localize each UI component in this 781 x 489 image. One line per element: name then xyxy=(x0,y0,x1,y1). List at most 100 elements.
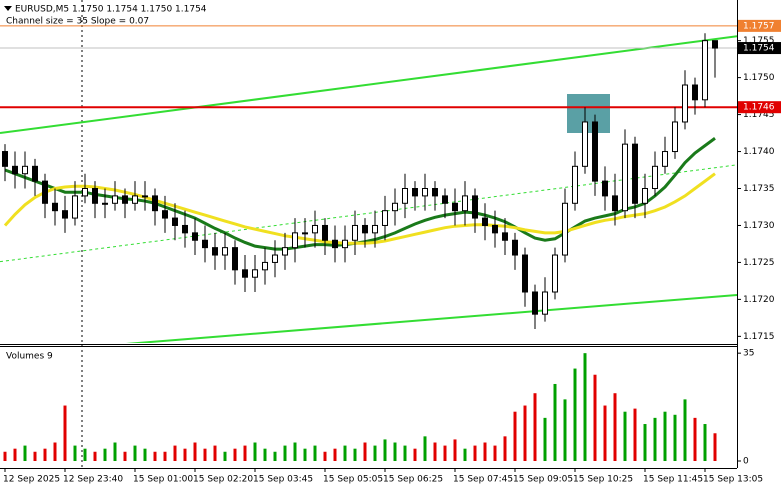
candle-body xyxy=(32,165,38,182)
candle-body xyxy=(702,40,708,101)
volume-bar xyxy=(533,393,537,461)
candle-body xyxy=(312,224,318,234)
candle-body xyxy=(22,165,28,175)
candle-body xyxy=(652,165,658,190)
candle-body xyxy=(152,195,158,212)
volume-bar xyxy=(333,448,337,461)
axes: 1.1715 1.1720 1.1725 1.1730 1.1735 1.1740 1.17… xyxy=(3,19,781,485)
candle-body xyxy=(192,232,198,241)
candle-body xyxy=(202,239,208,249)
candle-body xyxy=(242,269,248,278)
volume-bar xyxy=(513,411,517,461)
volume-bar xyxy=(183,448,187,461)
volume-bar xyxy=(343,445,347,461)
volume-bar xyxy=(403,445,407,461)
channel-lower xyxy=(125,293,737,343)
candle-body xyxy=(692,84,698,101)
candle-body xyxy=(472,195,478,219)
volume-bar xyxy=(13,448,17,461)
candle-body xyxy=(492,224,498,234)
x-tick-label: 15 Sep 01:00 xyxy=(133,475,193,485)
volume-bar xyxy=(503,436,507,461)
candle-body xyxy=(232,247,238,271)
volume-bar xyxy=(223,451,227,461)
candle-body xyxy=(482,217,488,226)
candle-body xyxy=(392,202,398,212)
candle-body xyxy=(452,202,458,212)
candle-body xyxy=(342,239,348,249)
volume-bar xyxy=(123,451,127,461)
volume-bar xyxy=(193,442,197,461)
x-tick-label: 15 Sep 11:45 xyxy=(643,475,703,485)
candle-body xyxy=(132,195,138,204)
candle-body xyxy=(282,247,288,256)
candle-body xyxy=(602,180,608,197)
y-tick-label: 1.1755 xyxy=(743,36,775,46)
volume-bar xyxy=(543,417,547,461)
highlight-box xyxy=(567,94,610,133)
volume-bar xyxy=(33,451,37,461)
x-tick-label: 15 Sep 07:45 xyxy=(453,475,513,485)
candle-body xyxy=(552,254,558,293)
candle-body xyxy=(322,224,328,241)
volume-bar xyxy=(363,442,367,461)
volume-tick-label: 35 xyxy=(743,349,754,359)
volume-bar xyxy=(643,424,647,461)
volume-bar xyxy=(73,445,77,461)
volume-bar xyxy=(233,448,237,461)
volume-bar xyxy=(693,417,697,461)
volume-bar xyxy=(583,353,587,461)
last-price-box xyxy=(738,42,781,55)
volume-bar xyxy=(713,433,717,461)
volume-bar xyxy=(493,445,497,461)
volume-bar xyxy=(683,399,687,461)
price-panel xyxy=(0,25,737,343)
candle-body xyxy=(212,247,218,256)
volume-bar xyxy=(523,405,527,461)
candle-body xyxy=(72,195,78,219)
y-tick-label: 1.1735 xyxy=(743,184,775,194)
candle-body xyxy=(382,210,388,226)
volume-bar xyxy=(603,405,607,461)
volume-bar xyxy=(623,411,627,461)
x-tick-label: 15 Sep 09:05 xyxy=(513,475,573,485)
volume-bar xyxy=(323,451,327,461)
volume-bar xyxy=(293,442,297,461)
volume-bar xyxy=(673,414,677,461)
volume-bar xyxy=(633,408,637,461)
candle-body xyxy=(612,195,618,212)
candle-body xyxy=(52,202,58,212)
candle-body xyxy=(712,40,718,49)
y-tick-label: 1.1745 xyxy=(743,110,775,120)
y-tick-label: 1.1720 xyxy=(743,295,775,305)
volume-bar xyxy=(563,399,567,461)
x-tick-label: 15 Sep 10:25 xyxy=(573,475,633,485)
last-price-label: 1.1754 xyxy=(743,44,775,54)
volume-bar xyxy=(53,442,57,461)
volume-bar xyxy=(153,451,157,461)
volume-bar xyxy=(303,448,307,461)
y-tick-label: 1.1715 xyxy=(743,332,775,342)
level-label: 1.1746 xyxy=(743,103,775,113)
volume-bar xyxy=(143,448,147,461)
candle-body xyxy=(572,165,578,204)
moving-average xyxy=(3,172,716,245)
candle-body xyxy=(632,143,638,204)
candle-body xyxy=(162,210,168,219)
candle-body xyxy=(42,180,48,204)
candle-body xyxy=(502,232,508,241)
candle-body xyxy=(682,84,688,123)
volume-bar xyxy=(43,448,47,461)
volume-bar xyxy=(573,368,577,461)
candle-body xyxy=(92,188,98,204)
channel-upper xyxy=(0,35,737,135)
volume-bar xyxy=(93,451,97,461)
candle-body xyxy=(272,254,278,263)
volume-bar xyxy=(243,445,247,461)
candle-body xyxy=(12,165,18,175)
candle-body xyxy=(422,188,428,197)
candle-body xyxy=(302,232,308,235)
menu-icon[interactable] xyxy=(4,6,12,11)
volume-bar xyxy=(273,451,277,461)
candle-body xyxy=(442,195,448,204)
